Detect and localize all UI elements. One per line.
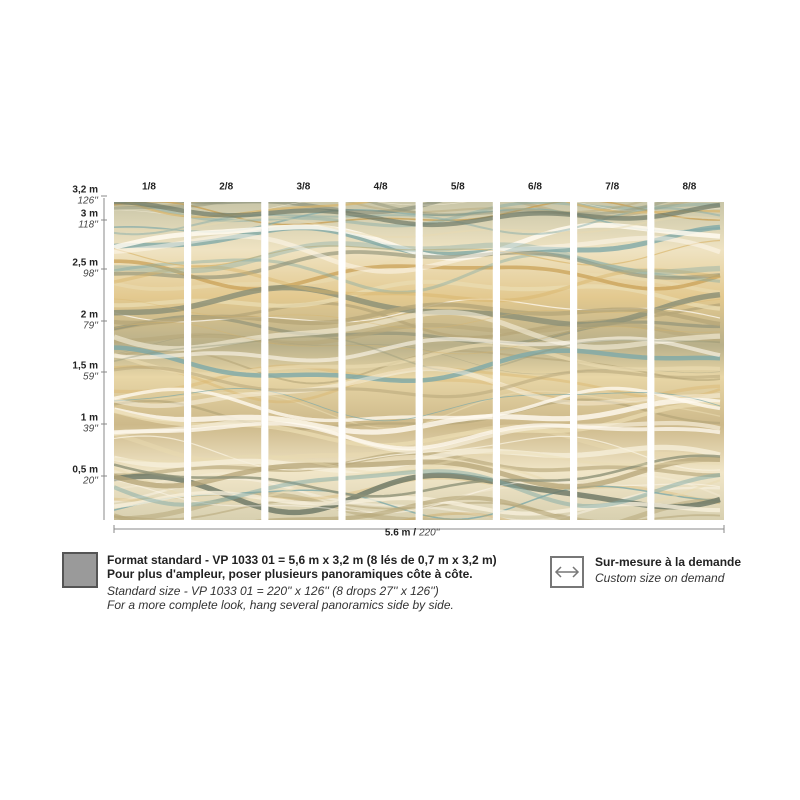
panel-label: 6/8 [528,182,542,193]
height-metric: 1,5 m [72,361,98,372]
width-metric: 5.6 m / [385,528,416,539]
height-metric: 2 m [81,310,98,321]
panel-label: 8/8 [682,182,696,193]
width-imperial: 220'' [418,528,441,539]
panel-label: 4/8 [374,182,388,193]
standard-icon [62,552,98,588]
standard-line4: For a more complete look, hang several p… [107,598,454,612]
height-imperial: 98'' [83,269,99,280]
height-imperial: 126'' [77,196,99,207]
height-imperial: 79'' [83,321,99,332]
panel-label: 1/8 [142,182,156,193]
panel-label: 7/8 [605,182,619,193]
panel-label: 5/8 [451,182,465,193]
height-metric: 2,5 m [72,258,98,269]
height-imperial: 59'' [83,372,99,383]
wallpaper-panels [114,202,724,520]
height-metric: 3 m [81,209,98,220]
height-metric: 3,2 m [72,185,98,196]
custom-arrow [554,566,580,578]
standard-line3: Standard size - VP 1033 01 = 220'' x 126… [107,584,439,598]
custom-line1: Sur-mesure à la demande [595,555,741,569]
height-metric: 0,5 m [72,465,98,476]
height-imperial: 20'' [82,476,99,487]
height-imperial: 39'' [83,424,99,435]
panel-label: 3/8 [296,182,310,193]
panel-label: 2/8 [219,182,233,193]
height-metric: 1 m [81,413,98,424]
height-imperial: 118'' [78,220,99,231]
standard-line1: Format standard - VP 1033 01 = 5,6 m x 3… [107,553,497,567]
standard-line2: Pour plus d'ampleur, poser plusieurs pan… [107,567,473,581]
custom-line2: Custom size on demand [595,571,725,585]
